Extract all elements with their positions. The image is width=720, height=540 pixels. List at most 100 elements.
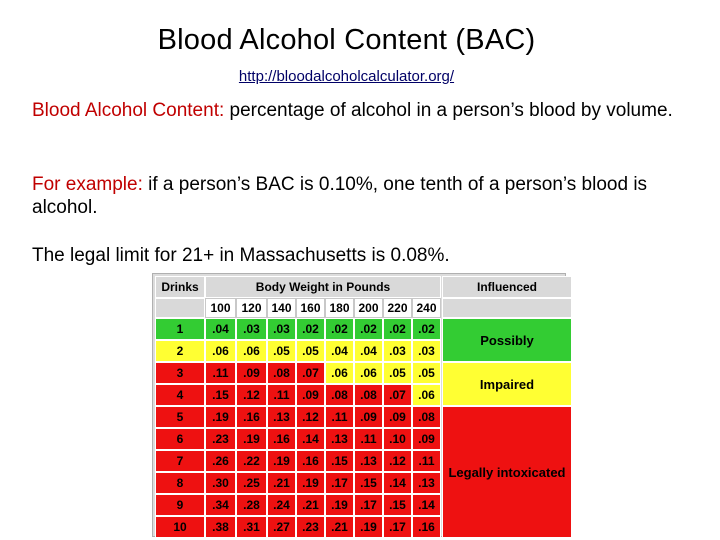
example-body: if a person’s BAC is 0.10%, one tenth of… <box>32 174 648 218</box>
weight-column-header: 160 <box>296 298 325 318</box>
bac-value-cell: .11 <box>412 450 441 472</box>
bac-value-cell: .30 <box>205 472 236 494</box>
bac-value-cell: .19 <box>236 428 267 450</box>
weight-column-header: 180 <box>325 298 354 318</box>
definition-paragraph: Blood Alcohol Content: percentage of alc… <box>32 99 694 122</box>
bac-value-cell: .06 <box>354 362 383 384</box>
bac-value-cell: .12 <box>296 406 325 428</box>
bac-value-cell: .19 <box>296 472 325 494</box>
bac-value-cell: .14 <box>383 472 412 494</box>
bac-value-cell: .16 <box>412 516 441 538</box>
bac-value-cell: .13 <box>325 428 354 450</box>
bac-value-cell: .23 <box>205 428 236 450</box>
bac-value-cell: .25 <box>236 472 267 494</box>
drinks-subheader-blank <box>155 298 205 318</box>
bac-value-cell: .05 <box>383 362 412 384</box>
bac-table: Drinks Body Weight in Pounds Influenced 100… <box>152 273 572 538</box>
bac-value-cell: .08 <box>267 362 296 384</box>
bac-value-cell: .10 <box>383 428 412 450</box>
bac-value-cell: .11 <box>354 428 383 450</box>
influenced-header: Influenced <box>442 276 572 298</box>
page-title: Blood Alcohol Content (BAC) <box>157 24 536 56</box>
bac-value-cell: .17 <box>383 516 412 538</box>
bac-value-cell: .06 <box>412 384 441 406</box>
bac-value-cell: .12 <box>383 450 412 472</box>
bac-value-cell: .17 <box>325 472 354 494</box>
bac-value-cell: .11 <box>267 384 296 406</box>
bac-value-cell: .19 <box>205 406 236 428</box>
bac-value-cell: .09 <box>412 428 441 450</box>
bac-value-cell: .17 <box>354 494 383 516</box>
weight-column-header: 240 <box>412 298 441 318</box>
bac-value-cell: .16 <box>236 406 267 428</box>
bac-value-cell: .04 <box>354 340 383 362</box>
source-link-container: http://bloodalcoholcalculator.org/ <box>0 68 693 85</box>
example-paragraph: For example: if a person’s BAC is 0.10%,… <box>32 173 694 219</box>
drinks-count-cell: 1 <box>155 318 205 340</box>
drinks-header: Drinks <box>155 276 205 298</box>
bac-value-cell: .11 <box>205 362 236 384</box>
bac-value-cell: .21 <box>296 494 325 516</box>
drinks-count-cell: 8 <box>155 472 205 494</box>
drinks-count-cell: 5 <box>155 406 205 428</box>
weight-column-header: 100 <box>205 298 236 318</box>
drinks-count-cell: 3 <box>155 362 205 384</box>
bac-value-cell: .07 <box>296 362 325 384</box>
bac-value-cell: .15 <box>354 472 383 494</box>
bac-value-cell: .13 <box>354 450 383 472</box>
bac-value-cell: .28 <box>236 494 267 516</box>
drinks-count-cell: 4 <box>155 384 205 406</box>
source-link[interactable]: http://bloodalcoholcalculator.org/ <box>238 68 455 85</box>
bac-value-cell: .34 <box>205 494 236 516</box>
bac-value-cell: .15 <box>205 384 236 406</box>
bac-value-cell: .04 <box>325 340 354 362</box>
bac-value-cell: .05 <box>267 340 296 362</box>
bac-value-cell: .22 <box>236 450 267 472</box>
bac-value-cell: .09 <box>354 406 383 428</box>
bac-value-cell: .14 <box>296 428 325 450</box>
bac-value-cell: .03 <box>236 318 267 340</box>
bac-value-cell: .09 <box>296 384 325 406</box>
bac-value-cell: .15 <box>383 494 412 516</box>
definition-body: percentage of alcohol in a person’s bloo… <box>224 100 673 121</box>
bac-value-cell: .03 <box>267 318 296 340</box>
bac-value-cell: .16 <box>267 428 296 450</box>
bac-value-cell: .08 <box>354 384 383 406</box>
bac-value-cell: .06 <box>236 340 267 362</box>
example-lead: For example: <box>32 174 143 195</box>
bac-value-cell: .21 <box>325 516 354 538</box>
bac-value-cell: .31 <box>236 516 267 538</box>
zone-legally-intoxicated: Legally intoxicated <box>442 406 572 538</box>
bac-value-cell: .05 <box>296 340 325 362</box>
weight-column-header: 140 <box>267 298 296 318</box>
bac-value-cell: .06 <box>205 340 236 362</box>
bac-value-cell: .12 <box>236 384 267 406</box>
bac-value-cell: .16 <box>296 450 325 472</box>
zone-possibly: Possibly <box>442 318 572 362</box>
bac-value-cell: .19 <box>325 494 354 516</box>
weight-column-header: 120 <box>236 298 267 318</box>
bac-value-cell: .02 <box>325 318 354 340</box>
bac-value-cell: .21 <box>267 472 296 494</box>
bac-value-cell: .13 <box>267 406 296 428</box>
zone-impaired: Impaired <box>442 362 572 406</box>
bac-value-cell: .07 <box>383 384 412 406</box>
bac-value-cell: .23 <box>296 516 325 538</box>
bac-value-cell: .26 <box>205 450 236 472</box>
bac-value-cell: .02 <box>383 318 412 340</box>
drinks-count-cell: 9 <box>155 494 205 516</box>
weight-column-header: 200 <box>354 298 383 318</box>
bac-value-cell: .02 <box>412 318 441 340</box>
drinks-count-cell: 7 <box>155 450 205 472</box>
bac-value-cell: .19 <box>267 450 296 472</box>
legal-limit-paragraph: The legal limit for 21+ in Massachusetts… <box>32 245 450 266</box>
bac-value-cell: .08 <box>412 406 441 428</box>
bac-value-cell: .09 <box>383 406 412 428</box>
bac-value-cell: .14 <box>412 494 441 516</box>
bac-value-cell: .02 <box>354 318 383 340</box>
bac-value-cell: .06 <box>325 362 354 384</box>
bac-value-cell: .24 <box>267 494 296 516</box>
bac-value-cell: .03 <box>383 340 412 362</box>
bac-value-cell: .13 <box>412 472 441 494</box>
drinks-count-cell: 2 <box>155 340 205 362</box>
